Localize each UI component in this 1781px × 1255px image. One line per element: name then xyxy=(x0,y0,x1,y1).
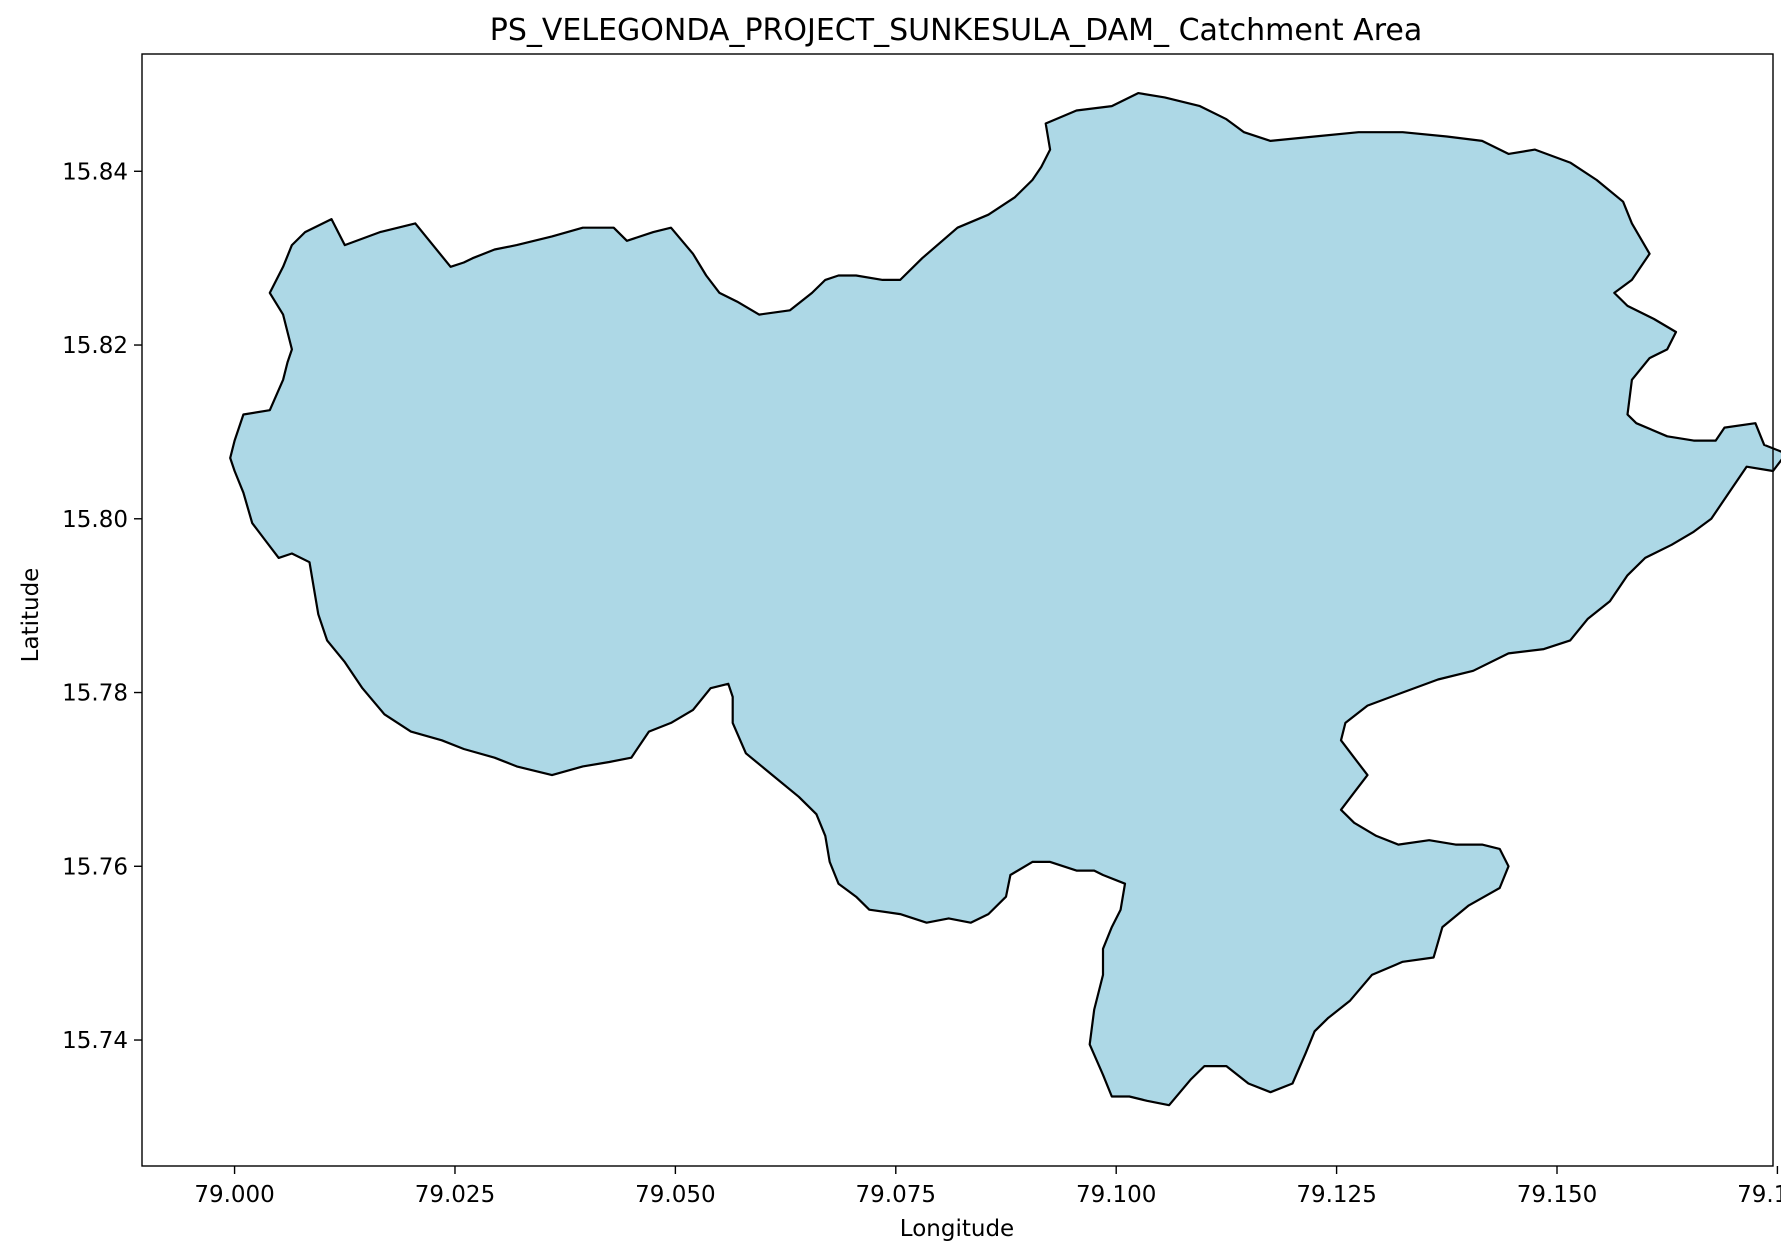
y-tick-label: 15.78 xyxy=(62,681,128,707)
axes-frame xyxy=(141,53,1774,1167)
y-tick-label: 15.74 xyxy=(62,1028,128,1054)
y-axis-label: Latitude xyxy=(18,568,44,663)
x-axis: 79.000 79.025 79.050 79.075 79.100 79.125 79.1… xyxy=(194,1166,1781,1208)
x-tick-label: 79.050 xyxy=(635,1182,715,1208)
x-tick-label: 79.100 xyxy=(1076,1182,1156,1208)
plot-area xyxy=(141,53,1781,1167)
y-tick-label: 15.80 xyxy=(62,507,128,533)
catchment-polygon xyxy=(229,92,1781,1107)
x-tick-label: 79.150 xyxy=(1517,1182,1597,1208)
x-tick-label: 79.025 xyxy=(415,1182,495,1208)
x-axis-label: Longitude xyxy=(900,1216,1014,1242)
y-tick-label: 15.76 xyxy=(62,854,128,880)
y-axis: 15.74 15.76 15.78 15.80 15.82 15.84 xyxy=(62,159,142,1054)
y-tick-label: 15.82 xyxy=(62,333,128,359)
x-tick-label: 79.075 xyxy=(856,1182,936,1208)
x-tick-label: 79.000 xyxy=(194,1182,274,1208)
x-tick-label: 79.175 xyxy=(1737,1182,1781,1208)
x-tick-label: 79.125 xyxy=(1296,1182,1376,1208)
y-tick-label: 15.84 xyxy=(62,159,128,185)
chart-title: PS_VELEGONDA_PROJECT_SUNKESULA_DAM_ Catc… xyxy=(490,13,1422,48)
